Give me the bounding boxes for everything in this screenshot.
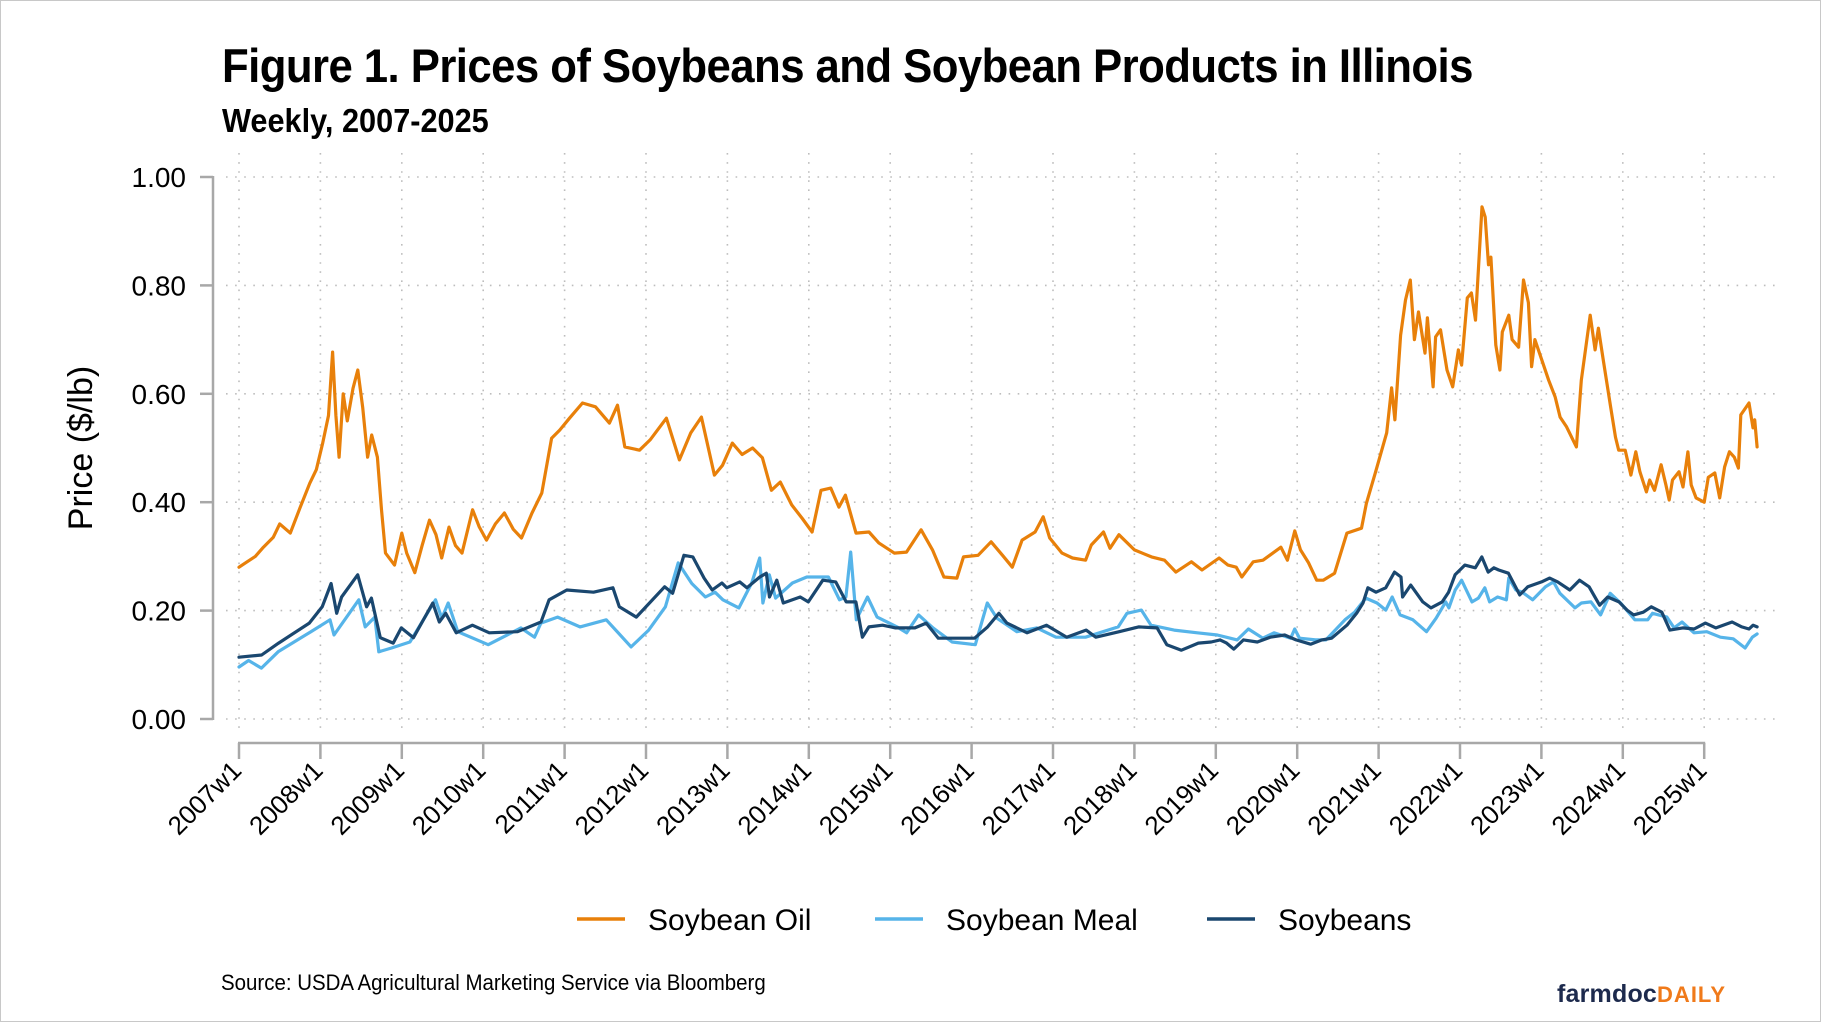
series-line-soybean-meal xyxy=(237,550,1759,670)
x-tick-label: 2024w1 xyxy=(1545,755,1631,841)
y-tick-label: 1.00 xyxy=(132,162,187,193)
x-tick-label: 2014w1 xyxy=(731,755,817,841)
x-tick-label: 2009w1 xyxy=(324,755,410,841)
x-tick-label: 2021w1 xyxy=(1301,755,1387,841)
legend-label: Soybeans xyxy=(1278,904,1411,937)
y-tick-label: 0.00 xyxy=(132,704,187,735)
legend-item-soybean-oil: Soybean Oil xyxy=(577,904,811,937)
x-tick-label: 2010w1 xyxy=(406,755,492,841)
logo-daily: DAILY xyxy=(1657,982,1727,1007)
y-tick-label: 0.20 xyxy=(132,596,187,627)
y-tick-label: 0.80 xyxy=(132,270,187,301)
y-tick-label: 0.60 xyxy=(132,379,187,410)
x-tick-label: 2013w1 xyxy=(650,755,736,841)
x-tick-label: 2011w1 xyxy=(489,755,573,839)
x-axis: 2007w12008w12009w12010w12011w12012w12013… xyxy=(162,741,1713,841)
chart-title: Figure 1. Prices of Soybeans and Soybean… xyxy=(222,39,1473,92)
x-tick-label: 2007w1 xyxy=(162,755,248,841)
y-axis: 0.00 0.20 0.40 0.60 0.80 1.00 xyxy=(132,162,215,735)
x-tick-label: 2015w1 xyxy=(813,755,899,841)
x-tick-label: 2020w1 xyxy=(1220,755,1306,841)
x-tick-label: 2019w1 xyxy=(1138,755,1224,841)
x-tick-label: 2023w1 xyxy=(1464,755,1550,841)
x-tick-label: 2025w1 xyxy=(1627,755,1713,841)
legend-label: Soybean Meal xyxy=(946,904,1138,937)
legend: Soybean Oil Soybean Meal Soybeans xyxy=(577,904,1411,937)
chart-subtitle: Weekly, 2007-2025 xyxy=(222,102,489,139)
y-tick-label: 0.40 xyxy=(132,487,187,518)
logo-farmdoc: farmdoc xyxy=(1557,980,1658,1008)
series-line-soybeans xyxy=(237,553,1759,659)
legend-item-soybean-meal: Soybean Meal xyxy=(875,904,1138,937)
series-lines xyxy=(237,205,1759,670)
source-note: Source: USDA Agricultural Marketing Serv… xyxy=(221,970,766,995)
farmdoc-daily-logo: farmdocDAILY xyxy=(1557,980,1726,1009)
x-tick-label: 2017w1 xyxy=(976,755,1062,841)
x-tick-label: 2018w1 xyxy=(1057,755,1143,841)
x-tick-label: 2008w1 xyxy=(243,755,329,841)
x-tick-label: 2012w1 xyxy=(569,755,655,841)
x-tick-label: 2016w1 xyxy=(894,755,980,841)
legend-label: Soybean Oil xyxy=(648,904,811,937)
x-tick-label: 2022w1 xyxy=(1383,755,1469,841)
legend-item-soybeans: Soybeans xyxy=(1207,904,1411,937)
series-line-soybean-oil xyxy=(237,205,1759,582)
y-axis-label: Price ($/lb) xyxy=(62,366,100,530)
grid-lines xyxy=(226,153,1782,733)
